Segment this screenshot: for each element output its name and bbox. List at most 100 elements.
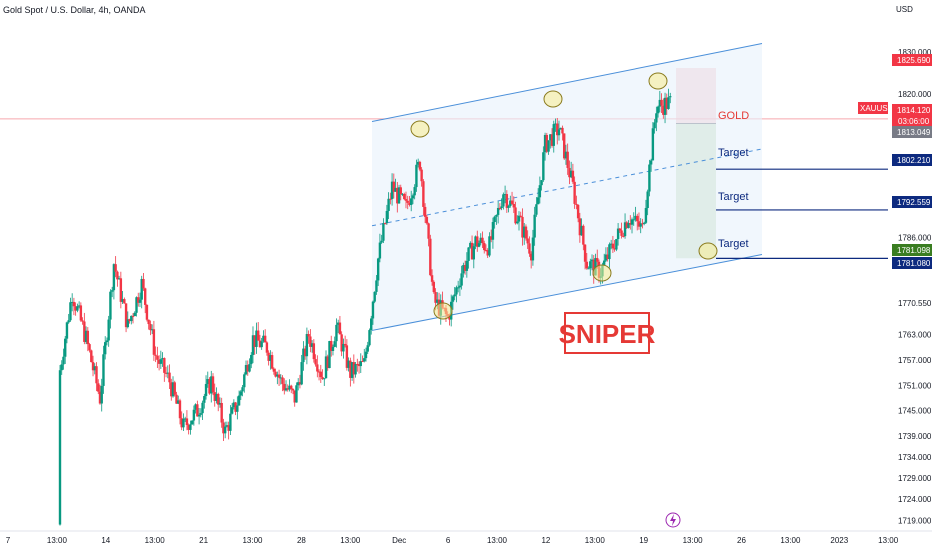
candle[interactable]: [383, 222, 387, 225]
candle[interactable]: [580, 218, 583, 236]
candle[interactable]: [483, 240, 486, 254]
candle[interactable]: [662, 98, 665, 119]
candle[interactable]: [382, 218, 385, 244]
candle[interactable]: [669, 92, 672, 104]
candle[interactable]: [582, 224, 585, 251]
candle[interactable]: [323, 378, 326, 386]
candle[interactable]: [281, 375, 284, 392]
candle[interactable]: [237, 390, 241, 406]
candle[interactable]: [291, 388, 295, 395]
candle[interactable]: [486, 248, 489, 259]
candle[interactable]: [557, 120, 561, 141]
candle[interactable]: [583, 244, 587, 270]
candle[interactable]: [128, 318, 131, 324]
candle[interactable]: [663, 92, 667, 124]
candle[interactable]: [241, 384, 244, 397]
candle[interactable]: [300, 354, 303, 386]
candle[interactable]: [210, 370, 213, 403]
candle[interactable]: [229, 405, 232, 436]
price-channel[interactable]: [371, 42, 763, 331]
candle[interactable]: [326, 354, 329, 371]
candle[interactable]: [667, 88, 670, 110]
candle[interactable]: [316, 355, 319, 378]
candle[interactable]: [93, 363, 96, 375]
candle[interactable]: [76, 303, 79, 313]
candle[interactable]: [91, 355, 95, 377]
candle[interactable]: [430, 269, 434, 286]
candle[interactable]: [116, 270, 119, 287]
candle[interactable]: [576, 204, 580, 223]
candle[interactable]: [312, 339, 316, 363]
candle[interactable]: [531, 229, 535, 266]
candle[interactable]: [644, 199, 648, 225]
candle[interactable]: [102, 345, 105, 394]
candle[interactable]: [352, 354, 356, 384]
candle[interactable]: [517, 211, 521, 231]
candle[interactable]: [502, 192, 505, 210]
candle[interactable]: [112, 263, 116, 300]
candle[interactable]: [203, 393, 206, 409]
candle[interactable]: [100, 378, 103, 412]
candle[interactable]: [218, 397, 222, 408]
candle[interactable]: [503, 185, 507, 204]
candle[interactable]: [350, 362, 354, 381]
candle[interactable]: [484, 244, 488, 252]
candle[interactable]: [149, 320, 152, 336]
candle[interactable]: [74, 302, 77, 316]
target-levels[interactable]: [716, 168, 888, 259]
candle[interactable]: [347, 357, 350, 372]
candle[interactable]: [519, 211, 522, 218]
candle[interactable]: [375, 274, 378, 295]
candle[interactable]: [196, 400, 199, 417]
candle[interactable]: [389, 192, 392, 205]
candle[interactable]: [462, 262, 465, 278]
candle[interactable]: [411, 193, 415, 205]
candle[interactable]: [456, 280, 460, 293]
candle[interactable]: [97, 379, 100, 395]
candle[interactable]: [615, 238, 618, 252]
candle[interactable]: [157, 355, 161, 371]
candle[interactable]: [460, 265, 463, 290]
candle[interactable]: [274, 368, 277, 378]
candle[interactable]: [276, 371, 279, 385]
candle[interactable]: [88, 342, 91, 353]
candle[interactable]: [653, 119, 656, 134]
candle[interactable]: [317, 369, 321, 381]
candle[interactable]: [161, 352, 164, 367]
candle[interactable]: [130, 315, 133, 325]
candle[interactable]: [321, 369, 324, 380]
candle[interactable]: [561, 125, 564, 141]
candle[interactable]: [319, 364, 322, 383]
candle[interactable]: [175, 391, 178, 404]
candle[interactable]: [623, 213, 627, 239]
candle[interactable]: [135, 296, 138, 317]
candle[interactable]: [270, 351, 274, 370]
candle[interactable]: [236, 396, 239, 420]
candle[interactable]: [335, 318, 338, 348]
candle[interactable]: [104, 336, 107, 360]
candle[interactable]: [476, 230, 479, 252]
candle[interactable]: [215, 387, 218, 404]
candle[interactable]: [639, 218, 642, 234]
candle[interactable]: [529, 251, 533, 269]
candle[interactable]: [295, 382, 298, 403]
candle[interactable]: [142, 273, 145, 291]
candle[interactable]: [293, 390, 296, 407]
candle[interactable]: [199, 408, 203, 418]
candle[interactable]: [385, 204, 389, 225]
candle[interactable]: [533, 206, 536, 246]
candle[interactable]: [410, 190, 413, 212]
candle[interactable]: [84, 326, 88, 345]
candle[interactable]: [105, 337, 109, 346]
candle[interactable]: [634, 206, 637, 222]
candle[interactable]: [217, 392, 220, 412]
candle[interactable]: [201, 400, 204, 420]
candle[interactable]: [298, 374, 302, 389]
candle[interactable]: [514, 201, 517, 225]
candle[interactable]: [528, 236, 531, 257]
candle[interactable]: [516, 215, 519, 225]
candle[interactable]: [283, 378, 286, 395]
candle[interactable]: [359, 353, 362, 374]
candle[interactable]: [658, 90, 662, 113]
candle[interactable]: [250, 352, 253, 369]
